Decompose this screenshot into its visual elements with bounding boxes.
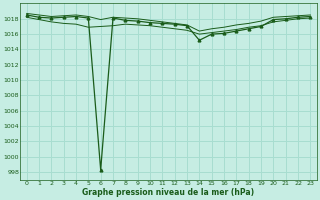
X-axis label: Graphe pression niveau de la mer (hPa): Graphe pression niveau de la mer (hPa) [83,188,255,197]
